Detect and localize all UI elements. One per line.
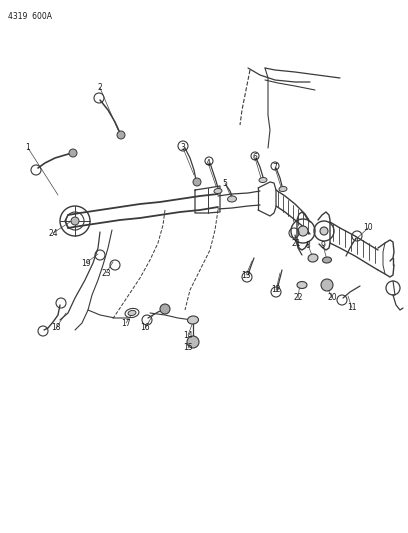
Text: 11: 11 xyxy=(347,303,357,312)
Text: 4319  600A: 4319 600A xyxy=(8,12,52,21)
Text: 6: 6 xyxy=(253,154,257,163)
Text: 18: 18 xyxy=(51,324,61,333)
Ellipse shape xyxy=(308,254,318,262)
Text: 1: 1 xyxy=(26,143,30,152)
Text: 23: 23 xyxy=(101,269,111,278)
Text: 17: 17 xyxy=(121,319,131,327)
Text: 20: 20 xyxy=(327,294,337,303)
Circle shape xyxy=(187,336,199,348)
Ellipse shape xyxy=(188,316,198,324)
Ellipse shape xyxy=(259,177,267,182)
Circle shape xyxy=(298,226,308,236)
Text: 3: 3 xyxy=(181,143,186,152)
Circle shape xyxy=(69,149,77,157)
Ellipse shape xyxy=(214,189,222,193)
Text: 14: 14 xyxy=(183,330,193,340)
Circle shape xyxy=(320,227,328,235)
Circle shape xyxy=(321,279,333,291)
Text: 9: 9 xyxy=(321,240,326,249)
Text: 5: 5 xyxy=(222,179,227,188)
Ellipse shape xyxy=(228,196,237,202)
Text: 10: 10 xyxy=(363,223,373,232)
Text: 13: 13 xyxy=(241,271,251,279)
Ellipse shape xyxy=(279,187,287,191)
Text: 24: 24 xyxy=(48,229,58,238)
Circle shape xyxy=(160,304,170,314)
Circle shape xyxy=(117,131,125,139)
Ellipse shape xyxy=(322,257,331,263)
Circle shape xyxy=(193,178,201,186)
Circle shape xyxy=(71,217,79,225)
Text: 15: 15 xyxy=(183,343,193,352)
Text: 21: 21 xyxy=(291,238,301,247)
Text: 16: 16 xyxy=(140,324,150,333)
Text: 22: 22 xyxy=(293,294,303,303)
Ellipse shape xyxy=(128,310,136,316)
Text: 19: 19 xyxy=(81,259,91,268)
Text: 7: 7 xyxy=(273,164,277,173)
Text: 4: 4 xyxy=(206,158,211,167)
Text: 8: 8 xyxy=(306,240,310,249)
Text: 12: 12 xyxy=(271,286,281,295)
Text: 2: 2 xyxy=(98,84,102,93)
Ellipse shape xyxy=(297,281,307,288)
